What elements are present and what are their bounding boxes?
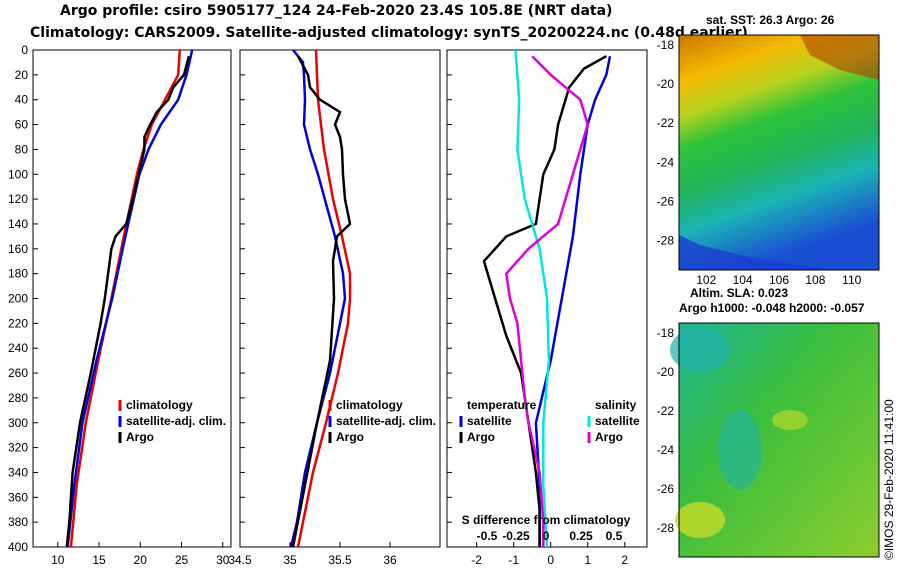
depth-tick-label: 340: [8, 465, 28, 479]
series-line-difference_profile-temperature-satellite: [534, 55, 612, 547]
depth-tick-label: 180: [8, 267, 28, 281]
x-tick-label: 10: [51, 553, 65, 567]
legend-label: satellite-adj. clim.: [336, 414, 436, 428]
x-tick-label: -1: [508, 553, 519, 567]
legend-label: satellite: [467, 414, 512, 428]
series-line-difference_profile-salinity-argo: [504, 55, 590, 547]
depth-tick-label: 100: [8, 167, 28, 181]
sst-map-title: sat. SST: 26.3 Argo: 26: [706, 13, 835, 27]
legend-label: Argo: [595, 430, 623, 444]
legend-group-temperature: temperature: [467, 398, 537, 412]
map-y-tick-label: -22: [657, 116, 675, 130]
x-tick-label: 35: [283, 553, 297, 567]
depth-tick-label: 200: [8, 292, 28, 306]
map-x-tick-label: 108: [805, 273, 825, 287]
legend-group-salinity: salinity: [595, 398, 637, 412]
depth-tick-label: 60: [15, 118, 29, 132]
map-y-tick-label: -28: [657, 234, 675, 248]
map-x-tick-label: 102: [696, 273, 716, 287]
series-line-salinity_profile-climatology: [296, 50, 352, 547]
title-line-1: Argo profile: csiro 5905177_124 24-Feb-2…: [60, 3, 613, 19]
sst-map-cold-patch: [679, 235, 820, 270]
series-line-salinity_profile-satellite-adj-clim-: [289, 50, 347, 547]
sla-map-frame: [678, 322, 880, 558]
sst-map-frame: [678, 34, 880, 271]
x-tick-label: 36: [383, 553, 397, 567]
map-y-tick-label: -26: [657, 194, 675, 208]
difference-axis-title: S difference from climatology: [462, 513, 631, 527]
series-line-temperature_profile-argo: [65, 55, 191, 547]
map-x-tick-label: 104: [733, 273, 753, 287]
x-tick-label: 1: [584, 553, 591, 567]
depth-tick-label: 0: [21, 43, 28, 57]
x-tick-label: 35.5: [328, 553, 352, 567]
sst-map-field: [679, 35, 879, 270]
x-tick-label: 20: [134, 553, 148, 567]
depth-tick-label: 20: [15, 68, 29, 82]
salinity-diff-tick-label: 0.25: [569, 529, 593, 543]
panel-frame-salinity_profile: [239, 49, 441, 548]
series-line-temperature_profile-climatology: [69, 50, 182, 547]
map-y-tick-label: -24: [657, 155, 675, 169]
x-tick-label: 0: [547, 553, 554, 567]
legend-label: satellite-adj. clim.: [126, 414, 226, 428]
map-y-tick-label: -18: [657, 38, 675, 52]
x-tick-label: 15: [92, 553, 106, 567]
depth-tick-label: 320: [8, 441, 28, 455]
sla-map-high-patch: [772, 410, 808, 430]
legend-label: Argo: [126, 430, 154, 444]
legend-label: climatology: [126, 398, 193, 412]
panel-frame-temperature_profile: [32, 49, 232, 548]
depth-tick-label: 80: [15, 142, 29, 156]
sla-map-low-patch: [718, 410, 762, 490]
sst-map-warm-patch: [800, 35, 879, 80]
salinity-diff-tick-label: -0.25: [502, 529, 530, 543]
legend-label: climatology: [336, 398, 403, 412]
depth-tick-label: 240: [8, 341, 28, 355]
legend-label: satellite: [595, 414, 640, 428]
depth-tick-label: 140: [8, 217, 28, 231]
imos-stamp: ©IMOS 29-Feb-2020 11:41:00: [882, 399, 896, 560]
depth-tick-label: 260: [8, 366, 28, 380]
x-tick-label: -2: [471, 553, 482, 567]
map-y-tick-label: -28: [657, 521, 675, 535]
x-tick-label: 2: [621, 553, 628, 567]
map-x-tick-label: 106: [769, 273, 789, 287]
series-line-temperature_profile-satellite-adj-clim-: [66, 50, 194, 547]
depth-tick-label: 380: [8, 515, 28, 529]
map-x-tick-label: 110: [842, 273, 861, 287]
x-tick-label: 25: [175, 553, 189, 567]
sla-map-title: Altim. SLA: 0.023: [690, 286, 788, 300]
depth-tick-label: 280: [8, 391, 28, 405]
legend-label: Argo: [336, 430, 364, 444]
depth-tick-label: 400: [8, 540, 28, 554]
x-tick-label: 34.5: [228, 553, 252, 567]
salinity-diff-tick-label: 0: [543, 529, 550, 543]
salinity-diff-tick-label: -0.5: [477, 529, 498, 543]
map-y-tick-label: -26: [657, 482, 675, 496]
map-y-tick-label: -24: [657, 443, 675, 457]
sla-map-low-patch: [670, 328, 730, 372]
depth-tick-label: 220: [8, 316, 28, 330]
depth-tick-label: 160: [8, 242, 28, 256]
depth-tick-label: 40: [15, 93, 29, 107]
map-y-tick-label: -22: [657, 404, 675, 418]
series-line-difference_profile-salinity-satellite: [514, 50, 551, 547]
x-tick-label: 30: [216, 553, 230, 567]
sla-map-subtitle: Argo h1000: -0.048 h2000: -0.057: [679, 301, 865, 315]
depth-tick-label: 360: [8, 490, 28, 504]
sla-map-high-patch: [675, 502, 725, 538]
depth-tick-label: 120: [8, 192, 28, 206]
map-y-tick-label: -20: [657, 365, 675, 379]
legend-label: Argo: [467, 430, 495, 444]
map-y-tick-label: -20: [657, 77, 675, 91]
salinity-diff-tick-label: 0.5: [606, 529, 623, 543]
title-line-2: Climatology: CARS2009. Satellite-adjuste…: [30, 25, 748, 41]
map-y-tick-label: -18: [657, 326, 675, 340]
series-line-salinity_profile-argo: [291, 55, 352, 547]
depth-tick-label: 300: [8, 416, 28, 430]
